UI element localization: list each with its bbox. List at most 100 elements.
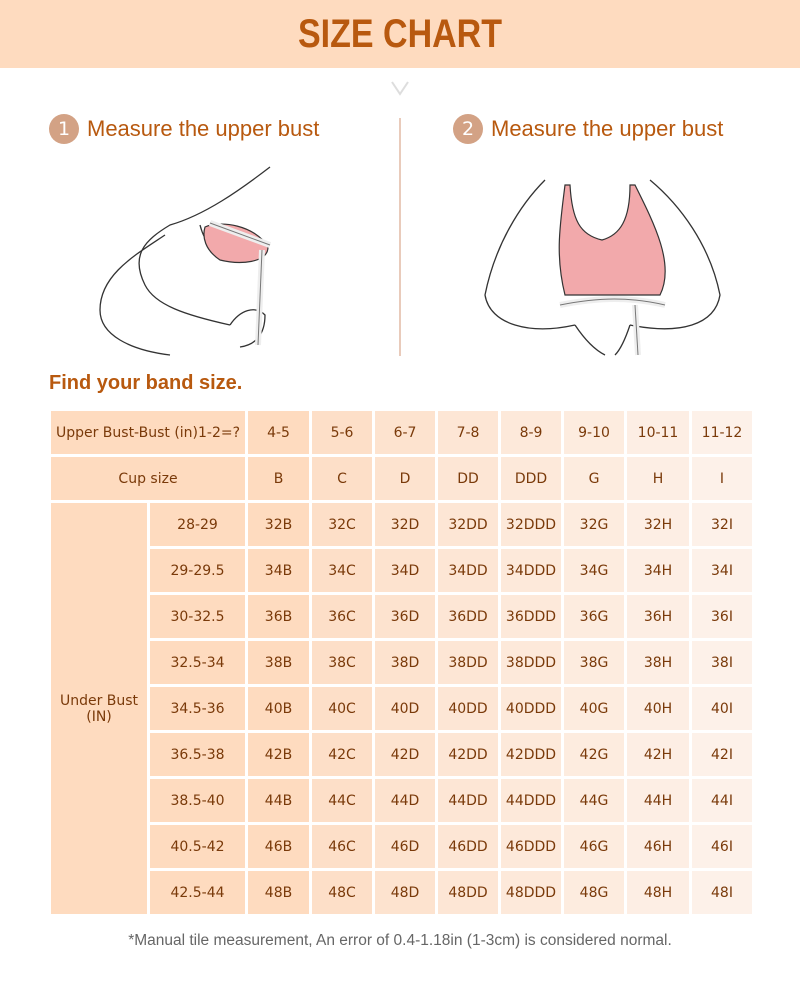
difference-label: Upper Bust-Bust (in)1-2=? [51,411,245,454]
difference-cell: 9-10 [564,411,624,454]
divider [399,118,401,356]
size-cell: 48I [692,871,752,914]
size-cell: 32H [627,503,689,546]
size-cell: 36G [564,595,624,638]
difference-cell: 8-9 [501,411,561,454]
size-cell: 46I [692,825,752,868]
size-cell: 44DD [438,779,498,822]
size-cell: 34DDD [501,549,561,592]
size-cell: 32G [564,503,624,546]
size-chart-table: Upper Bust-Bust (in)1-2=? 4-5 5-6 6-7 7-… [48,408,755,917]
size-cell: 40H [627,687,689,730]
band-cell: 34.5-36 [150,687,245,730]
size-cell: 34D [375,549,435,592]
size-cell: 42H [627,733,689,776]
size-row: 30-32.5 36B 36C 36D 36DD 36DDD 36G 36H 36I [51,595,752,638]
size-cell: 46H [627,825,689,868]
size-cell: 40DDD [501,687,561,730]
difference-cell: 4-5 [248,411,309,454]
band-cell: 36.5-38 [150,733,245,776]
cup-cell: G [564,457,624,500]
size-cell: 32B [248,503,309,546]
size-cell: 34I [692,549,752,592]
size-cell: 40DD [438,687,498,730]
size-row: 42.5-44 48B 48C 48D 48DD 48DDD 48G 48H 48I [51,871,752,914]
size-row: 29-29.5 34B 34C 34D 34DD 34DDD 34G 34H 34I [51,549,752,592]
size-cell: 38C [312,641,372,684]
step-label: Measure the upper bust [87,116,320,141]
size-cell: 44D [375,779,435,822]
size-cell: 42B [248,733,309,776]
size-row: Under Bust (IN) 28-29 32B 32C 32D 32DD 32DDD 32… [51,503,752,914]
size-cell: 48G [564,871,624,914]
size-cell: 38H [627,641,689,684]
difference-row: Upper Bust-Bust (in)1-2=? 4-5 5-6 6-7 7-… [51,411,752,454]
size-cell: 48D [375,871,435,914]
size-cell: 36C [312,595,372,638]
size-row: 38.5-40 44B 44C 44D 44DD 44DDD 44G 44H 44I [51,779,752,822]
under-bust-label: Under Bust (IN) [51,503,147,914]
cup-row: Cup size B C D DD DDD G H I [51,457,752,500]
cup-cell: I [692,457,752,500]
size-cell: 46D [375,825,435,868]
size-cell: 40C [312,687,372,730]
size-cell: 36DD [438,595,498,638]
band-cell: 30-32.5 [150,595,245,638]
size-cell: 34C [312,549,372,592]
size-cell: 48H [627,871,689,914]
size-cell: 44DDD [501,779,561,822]
band-cell: 29-29.5 [150,549,245,592]
size-cell: 38I [692,641,752,684]
size-cell: 32D [375,503,435,546]
size-cell: 36D [375,595,435,638]
size-cell: 44C [312,779,372,822]
size-cell: 46G [564,825,624,868]
difference-cell: 10-11 [627,411,689,454]
size-cell: 38B [248,641,309,684]
band-cell: 28-29 [150,503,245,546]
size-cell: 44I [692,779,752,822]
difference-cell: 11-12 [692,411,752,454]
size-cell: 38D [375,641,435,684]
size-row: 32.5-34 38B 38C 38D 38DD 38DDD 38G 38H 38I [51,641,752,684]
size-row: 36.5-38 42B 42C 42D 42DD 42DDD 42G 42H 42I [51,733,752,776]
step-2: 2 Measure the upper bust [453,114,723,144]
size-cell: 48DDD [501,871,561,914]
size-cell: 42I [692,733,752,776]
size-cell: 34DD [438,549,498,592]
size-cell: 42D [375,733,435,776]
step-number-badge: 1 [49,114,79,144]
size-cell: 38G [564,641,624,684]
cup-label: Cup size [51,457,245,500]
step-number-badge: 2 [453,114,483,144]
step-label: Measure the upper bust [491,116,724,141]
cup-cell: DDD [501,457,561,500]
size-cell: 42DDD [501,733,561,776]
size-cell: 46C [312,825,372,868]
size-cell: 44H [627,779,689,822]
size-cell: 44B [248,779,309,822]
size-cell: 38DDD [501,641,561,684]
size-cell: 40B [248,687,309,730]
size-cell: 34B [248,549,309,592]
size-cell: 36B [248,595,309,638]
size-cell: 42C [312,733,372,776]
size-cell: 44G [564,779,624,822]
size-row: 40.5-42 46B 46C 46D 46DD 46DDD 46G 46H 46I [51,825,752,868]
chevron-down-icon [391,81,409,96]
size-cell: 40G [564,687,624,730]
size-cell: 46B [248,825,309,868]
size-cell: 48DD [438,871,498,914]
front-view-measuring-illustration [484,179,721,356]
size-cell: 32DD [438,503,498,546]
size-cell: 40D [375,687,435,730]
page-title: SIZE CHART [298,11,502,56]
size-cell: 36H [627,595,689,638]
size-cell: 46DD [438,825,498,868]
band-cell: 42.5-44 [150,871,245,914]
size-cell: 32I [692,503,752,546]
difference-cell: 5-6 [312,411,372,454]
band-cell: 40.5-42 [150,825,245,868]
size-cell: 36I [692,595,752,638]
cup-cell: H [627,457,689,500]
